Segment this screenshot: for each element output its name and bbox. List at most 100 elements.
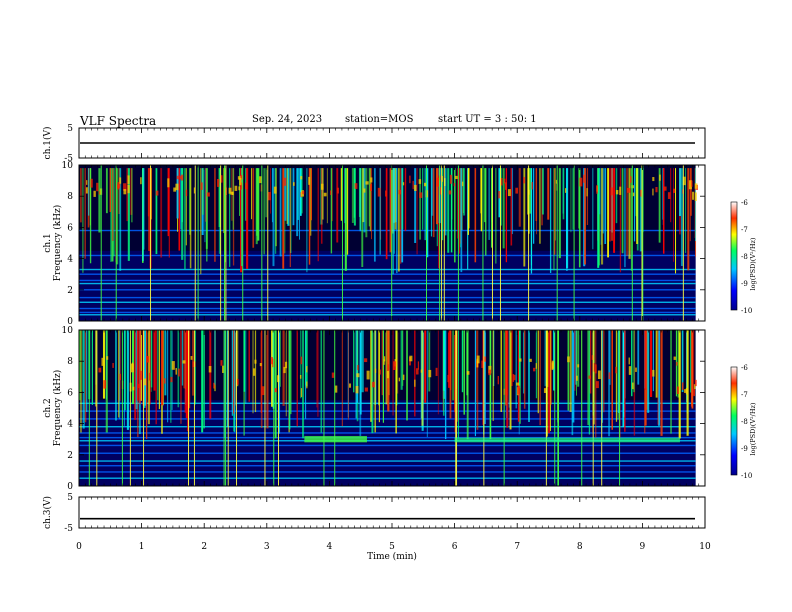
tone-line [79,282,696,285]
emission-patch [175,183,179,191]
emission-patch [385,190,387,197]
y-tick-label: -5 [64,154,73,164]
emission-patch [164,378,166,384]
emission-patch [454,437,680,443]
tone-line [79,432,696,434]
station-label: station=MOS [345,114,414,125]
emission-patch [417,361,420,370]
emission-patch [178,368,180,377]
emission-patch [402,374,405,381]
emission-patch [283,366,286,374]
tone-line [79,311,696,314]
colorbar-tick-label: -10 [741,307,752,315]
emission-patch [498,190,501,199]
colorbar-tick-label: -10 [741,472,752,480]
emission-patch [535,363,537,369]
emission-patch [190,356,193,360]
emission-patch [398,377,400,382]
emission-patch [270,357,273,365]
emission-patch [267,192,271,201]
ch2-colorbar: -6 -7 -8 -9 -10 log(PSD)(V²/Hz) [730,364,757,480]
emission-patch [299,374,302,379]
emission-patch [414,184,417,192]
emission-patch [517,385,521,395]
tone-line [79,279,696,282]
x-tick-label: 1 [139,542,145,552]
emission-patch [513,374,516,381]
emission-patch [531,182,533,190]
emission-patch [239,177,242,186]
emission-patch [222,365,225,373]
emission-patch [551,362,554,371]
emission-patch [684,389,687,393]
emission-patch [193,187,196,194]
colorbar-tick-label: -8 [741,418,748,426]
emission-patch [103,380,107,389]
tone-line [79,477,696,479]
emission-patch [692,191,695,200]
emission-patch [234,185,238,191]
emission-patch [594,364,597,374]
y-axis-label: ch.3(V) [42,496,53,529]
x-axis-label: Time (min) [367,551,417,562]
emission-patch [519,358,522,362]
emission-patch [306,366,308,373]
colorbar-tick-label: -7 [741,391,748,399]
emission-patch [428,369,432,378]
emission-patch [371,381,375,388]
emission-patch [167,178,170,188]
emission-patch [370,184,372,191]
colorbar-tick-label: -9 [741,280,748,288]
emission-patch [564,188,567,193]
emission-patch [676,386,679,394]
emission-patch [330,190,332,196]
emission-patch [383,356,386,362]
emission-patch [476,355,480,364]
emission-patch [448,190,452,195]
emission-patch [101,357,104,366]
y-tick-label: 0 [67,317,73,327]
emission-patch [398,189,402,195]
emission-patch [567,356,570,363]
emission-patch [543,388,547,394]
emission-patch [529,358,532,362]
emission-patch [320,183,324,190]
emission-patch [213,382,215,389]
emission-patch [693,388,696,397]
ch1-spectrogram-panel: 0 2 4 6 8 10 ch.1 Frequency (kHz) [43,161,706,327]
emission-patch [216,179,220,187]
colorbar-tick-label: -6 [741,199,748,207]
start-time-label: start UT = 3 : 50: 1 [438,114,537,125]
emission-patch [354,183,358,189]
emission-patch [667,192,671,199]
emission-patch [334,385,338,393]
emission-patch [512,374,514,382]
emission-patch [323,192,327,197]
emission-patch [236,378,239,385]
emission-patch [245,182,248,190]
emission-patch [138,383,141,389]
emission-patch [119,177,122,184]
emission-patch [659,174,661,181]
emission-patch [93,190,96,197]
emission-patch [123,189,127,195]
emission-patch [412,180,414,190]
emission-patch [497,375,499,385]
emission-patch [182,360,186,364]
tone-line [79,296,696,299]
emission-patch [481,360,484,368]
emission-patch [595,381,599,389]
emission-patch [415,368,419,375]
emission-patch [377,187,381,197]
emission-patch [185,189,188,197]
tone-line [79,440,696,442]
emission-patch [365,181,369,185]
emission-patch [583,174,585,183]
y-axis-label: Frequency (kHz) [52,370,63,447]
emission-patch [418,179,422,184]
emission-patch [688,180,692,190]
ch1-colorbar: -6 -7 -8 -9 -10 log(PSD)(V²/Hz) [730,199,757,315]
emission-patch [655,186,658,193]
emission-patch [85,187,88,194]
emission-patch [507,189,511,197]
